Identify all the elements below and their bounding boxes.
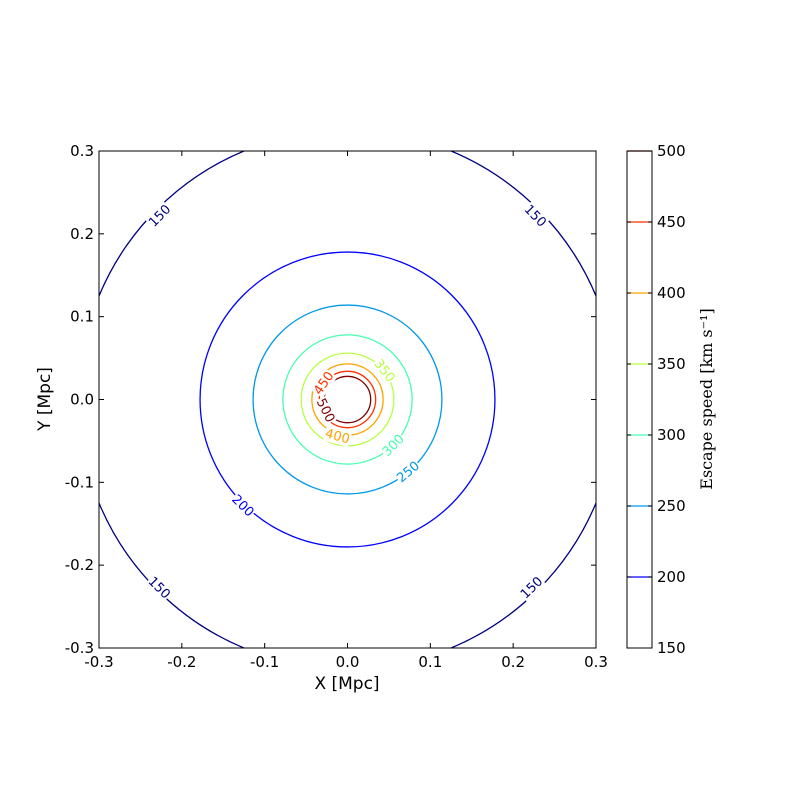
x-tick-label: 0.0	[336, 653, 360, 671]
x-tick-labels: -0.3 -0.2 -0.1 0.0 0.1 0.2 0.3	[84, 653, 608, 671]
contour-label: 150	[520, 200, 551, 231]
contour-line-200	[199, 251, 496, 548]
contour-line-300	[282, 334, 413, 465]
contour-label: 150	[516, 572, 547, 603]
colorbar-tick-label: 400	[657, 284, 686, 302]
contour-label-mask	[309, 367, 338, 399]
contour-label-mask	[516, 572, 547, 603]
colorbar-ticks	[627, 150, 652, 649]
contour-label-text: 150	[146, 202, 174, 230]
contour-label: 150	[144, 572, 175, 603]
colorbar: 150 200 250 300 350 400 450 500 Escape speed [k…	[626, 142, 716, 657]
colorbar-tick-labels: 150 200 250 300 350 400 450 500	[657, 142, 686, 657]
colorbar-tick-label: 300	[657, 426, 686, 444]
contour-label: 350	[370, 355, 400, 386]
y-tick-label: 0.3	[70, 142, 94, 160]
y-tick-label: 0.0	[70, 391, 94, 409]
x-tick-label: 0.3	[584, 653, 608, 671]
y-tick-label: -0.2	[65, 556, 94, 574]
y-tick-label: -0.3	[65, 639, 94, 657]
x-tick-label: -0.3	[84, 653, 113, 671]
contour-label-mask	[228, 490, 259, 521]
colorbar-tick-label: 150	[657, 639, 686, 657]
x-tick-label: -0.2	[167, 653, 196, 671]
contour-label-mask	[520, 200, 551, 231]
contour-label-text: 150	[518, 574, 546, 602]
contour-label-mask	[144, 200, 175, 231]
y-tick-labels: -0.3 -0.2 -0.1 0.0 0.1 0.2 0.3	[65, 142, 94, 657]
x-tick-label: -0.1	[250, 653, 279, 671]
x-axis-label: X [Mpc]	[314, 674, 379, 694]
colorbar-frame	[626, 150, 653, 649]
contour-label-text: 450	[311, 369, 337, 398]
colorbar-tick-label: 500	[657, 142, 686, 160]
contour-label: 450	[309, 367, 338, 399]
contour-label-mask	[392, 457, 424, 487]
contour-label-text: 150	[145, 574, 173, 602]
y-tick-label: -0.1	[65, 473, 94, 491]
contour-label-text: 200	[228, 492, 256, 520]
contour-label: 300	[378, 430, 408, 460]
contour-label-mask	[378, 430, 408, 460]
contour-label-mask	[322, 424, 353, 448]
plot-frame	[98, 150, 597, 649]
contour-label-mask	[370, 355, 400, 386]
y-tick-label: 0.2	[70, 225, 94, 243]
colorbar-tick-label: 350	[657, 355, 686, 373]
contour-label-text: 300	[380, 432, 408, 460]
x-tick-label: 0.1	[418, 653, 442, 671]
contour-line-250	[252, 304, 443, 495]
contour-label: 200	[228, 490, 259, 521]
contour-label: 500	[313, 395, 339, 426]
y-axis-label: Y [Mpc]	[35, 367, 55, 432]
colorbar-tick-label: 450	[657, 213, 686, 231]
contour-label: 400	[322, 424, 353, 448]
contour-label-mask	[144, 572, 175, 603]
contour-label: 150	[144, 200, 175, 231]
y-tick-label: 0.1	[70, 308, 94, 326]
colorbar-label: Escape speed [km s⁻¹]	[697, 308, 716, 489]
colorbar-tick-label: 250	[657, 497, 686, 515]
contour-label-mask	[312, 395, 339, 426]
x-tick-label: 0.2	[501, 653, 525, 671]
colorbar-tick-label: 200	[657, 568, 686, 586]
contour-label-text: 250	[394, 459, 423, 486]
contour-label-text: 400	[323, 426, 351, 447]
contour-label-text: 150	[521, 202, 549, 230]
axis-ticks	[98, 150, 597, 649]
